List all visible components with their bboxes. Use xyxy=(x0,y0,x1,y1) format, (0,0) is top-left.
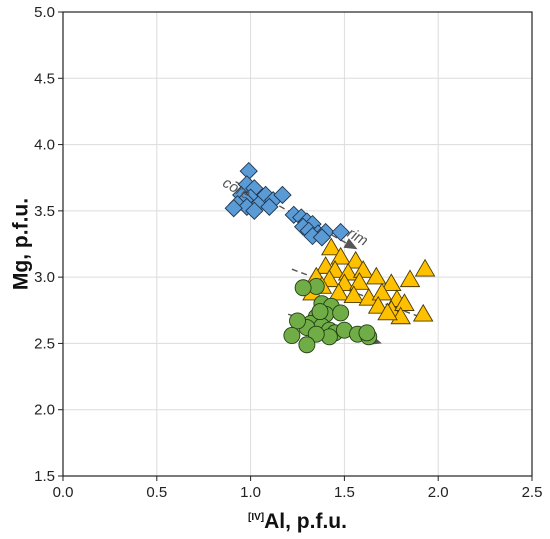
y-tick-label: 3.0 xyxy=(34,269,55,286)
trend-arrow-head xyxy=(343,238,358,250)
x-tick-label: 1.5 xyxy=(334,484,355,501)
triangle-point xyxy=(328,282,350,301)
x-tick-label: 2.5 xyxy=(522,484,543,501)
y-tick-label: 1.5 xyxy=(34,468,55,485)
diamond-point xyxy=(239,161,258,181)
circle-point xyxy=(358,324,376,342)
x-axis-label: [IV]Al, p.f.u. xyxy=(248,510,347,533)
circle-point xyxy=(307,325,325,343)
triangle-point xyxy=(377,302,398,321)
triangle-point xyxy=(345,250,366,269)
x-tick-label: 0.5 xyxy=(146,484,167,501)
circle-point xyxy=(298,336,316,354)
x-tick-label: 1.0 xyxy=(240,484,261,501)
circle-point xyxy=(289,312,306,330)
x-axis-label-superscript: [IV] xyxy=(248,512,264,523)
triangle-point xyxy=(343,285,365,303)
x-tick-label: 0.0 xyxy=(53,484,74,501)
triangle-point xyxy=(399,269,421,288)
triangle-point xyxy=(366,266,387,285)
y-tick-label: 4.5 xyxy=(34,70,55,87)
triangle-point xyxy=(394,293,415,311)
y-tick-label: 2.0 xyxy=(34,402,55,419)
y-tick-label: 3.5 xyxy=(34,203,55,220)
diamond-point xyxy=(312,228,332,247)
triangle-point xyxy=(371,282,393,301)
plot-frame xyxy=(62,11,533,477)
diamond-point xyxy=(224,199,243,218)
diamond-point xyxy=(245,201,264,220)
triangle-point xyxy=(349,272,370,290)
triangle-point xyxy=(412,303,434,322)
y-axis-ticks: 1.5 2.0 2.5 3.0 3.5 4.0 4.5 5.0 xyxy=(34,4,63,485)
triangle-point xyxy=(352,260,374,278)
x-axis-label-text: Al, p.f.u. xyxy=(264,510,347,533)
x-tick-label: 2.0 xyxy=(428,484,449,501)
triangle-point xyxy=(320,237,342,256)
x-axis-ticks: 0.0 0.5 1.0 1.5 2.0 2.5 xyxy=(53,476,543,501)
triangle-point xyxy=(330,246,351,265)
y-tick-label: 4.0 xyxy=(34,137,55,154)
data-points xyxy=(224,161,436,354)
circle-point xyxy=(311,303,329,321)
y-axis-label: Mg, p.f.u. xyxy=(10,198,33,290)
circle-point xyxy=(294,279,312,297)
triangle-point xyxy=(367,295,389,314)
diamond-point xyxy=(273,185,292,205)
triangle-point xyxy=(358,287,380,306)
y-tick-label: 5.0 xyxy=(34,4,55,21)
y-tick-label: 2.5 xyxy=(34,335,55,352)
grid-lines xyxy=(62,11,533,477)
diamond-point xyxy=(331,222,350,242)
circle-point xyxy=(332,304,350,322)
circle-point xyxy=(283,327,301,344)
triangle-point xyxy=(381,273,402,292)
diamond-point xyxy=(260,197,279,217)
triangle-point xyxy=(414,258,436,277)
